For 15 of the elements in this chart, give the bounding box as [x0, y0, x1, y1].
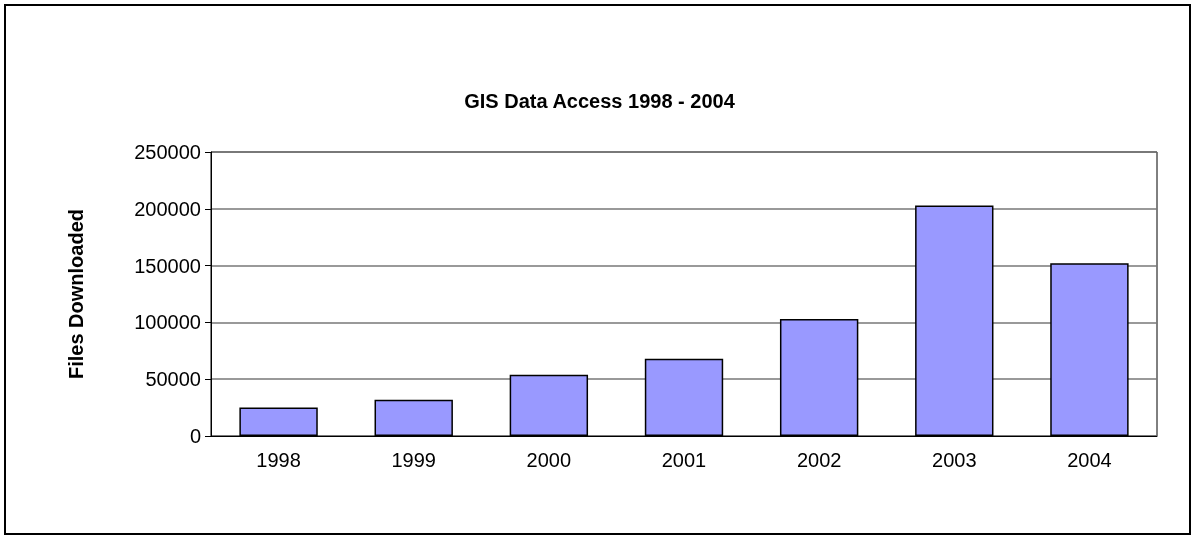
y-tick-label: 200000 [134, 197, 201, 220]
x-tick-label: 2000 [526, 449, 572, 471]
x-tick-label: 2002 [796, 449, 842, 471]
chart-title: GIS Data Access 1998 - 2004 [464, 90, 736, 112]
x-tick-label: 1999 [391, 449, 436, 471]
y-tick-label: 150000 [134, 254, 201, 277]
x-tick-label: 1998 [256, 449, 301, 471]
y-tick-label: 100000 [134, 311, 201, 334]
x-tick-label: 2004 [1067, 449, 1112, 471]
x-tick-label: 2003 [932, 449, 977, 471]
x-tick-label: 2001 [661, 449, 707, 471]
y-axis-title: Files Downloaded [65, 208, 87, 380]
y-tick-label: 50000 [145, 368, 201, 391]
y-tick-label: 250000 [134, 141, 201, 163]
y-tick-label: 0 [189, 425, 201, 447]
